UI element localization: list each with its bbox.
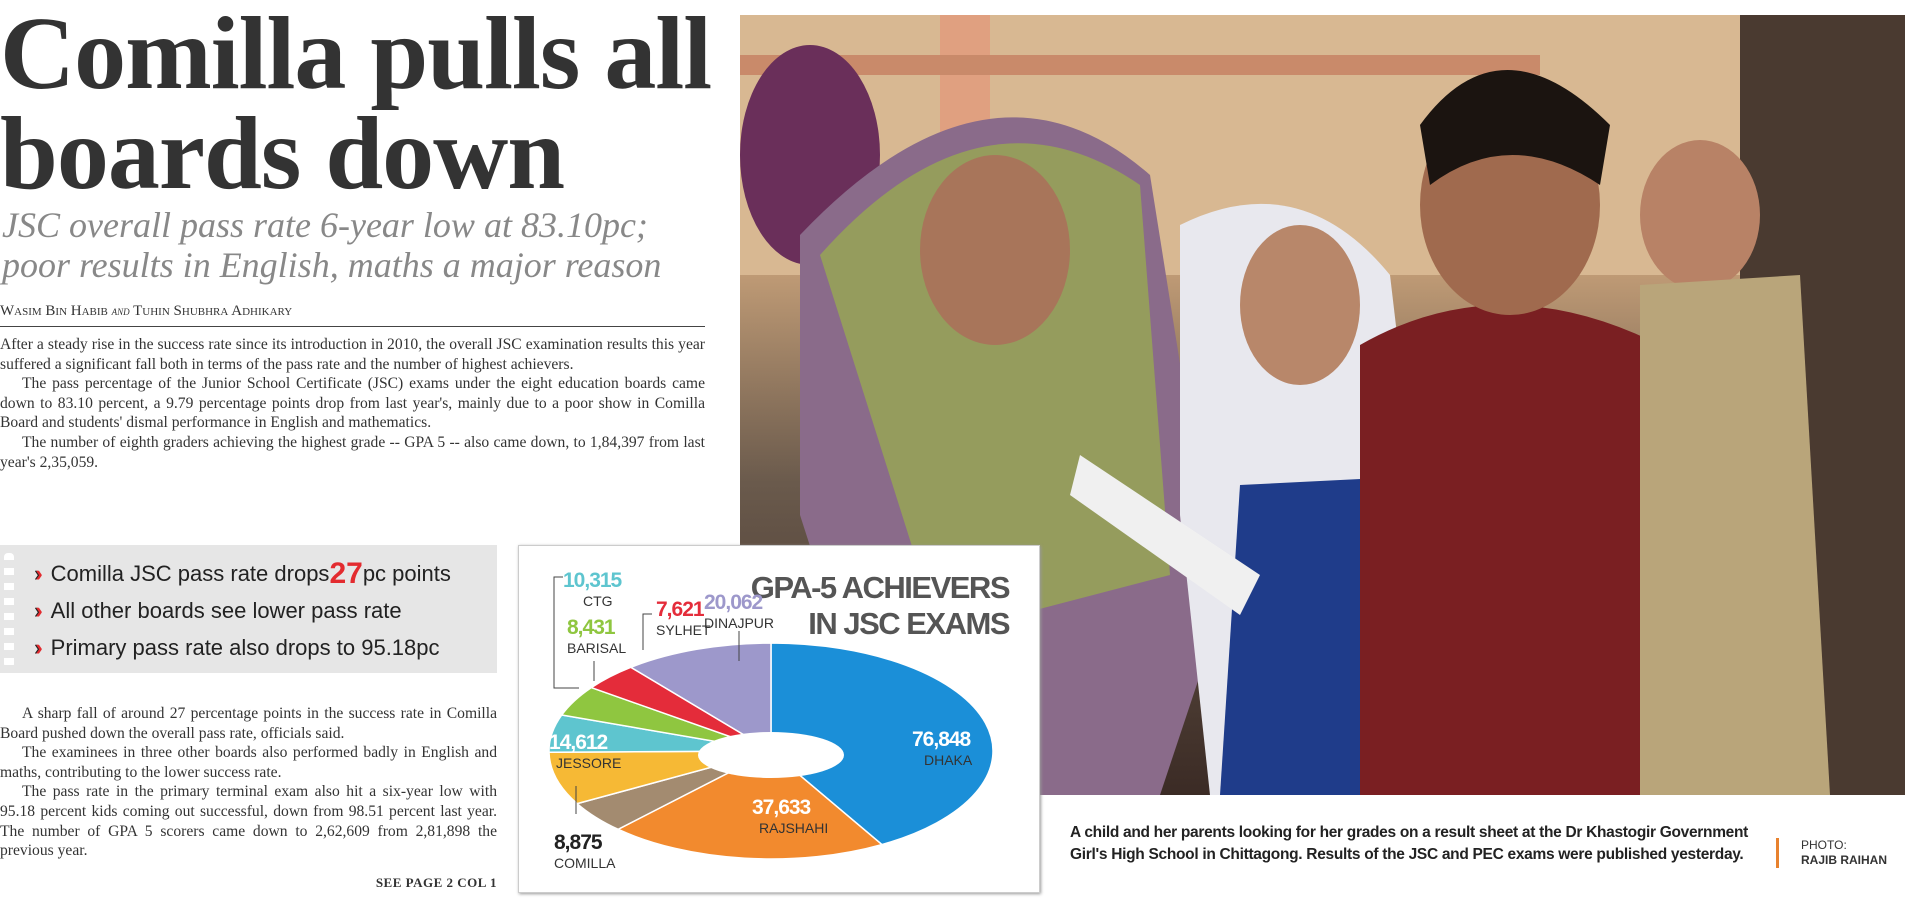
- category-label-ctg: CTG: [583, 593, 613, 609]
- double-chevron-right-icon: ››: [34, 634, 43, 660]
- subheadline: JSC overall pass rate 6-year low at 83.1…: [2, 205, 722, 285]
- paragraph: The pass percentage of the Junior School…: [0, 375, 705, 432]
- notebook-holes-decoration: [4, 553, 14, 668]
- leader-line-sylhet: [642, 613, 652, 650]
- continuation-link[interactable]: SEE PAGE 2 COL 1: [375, 875, 497, 890]
- category-label-sylhet: SYLHET: [656, 622, 711, 638]
- value-label-rajshahi: 37,633: [752, 796, 811, 819]
- highlight-item: ›› Comilla JSC pass rate drops 27 pc poi…: [34, 555, 497, 592]
- category-label-jessore: JESSORE: [556, 755, 621, 771]
- category-label-dinajpur: DINAJPUR: [704, 615, 774, 631]
- paragraph: The examinees in three other boards also…: [0, 744, 497, 781]
- slice-dinajpur: [629, 642, 772, 753]
- highlight-text: All other boards see lower pass rate: [50, 597, 402, 623]
- double-chevron-right-icon: ››: [34, 597, 43, 623]
- headline-line: boards down: [0, 96, 565, 211]
- chart-title: GPA-5 ACHIEVERS: [751, 570, 1010, 605]
- slice-rajshahi: [616, 750, 884, 860]
- subhead-line: poor results in English, maths a major r…: [2, 245, 662, 285]
- value-label-sylhet: 7,621: [656, 598, 705, 621]
- author: Tuhin Shubhra Adhikary: [133, 303, 293, 319]
- slice-dhaka: [770, 642, 994, 846]
- donut-hole: [698, 732, 844, 778]
- leader-line-ctg: [553, 576, 579, 689]
- chart-title: IN JSC EXAMS: [808, 606, 1010, 641]
- value-label-dhaka: 76,848: [912, 728, 972, 751]
- value-label-jessore: 14,612: [549, 731, 608, 754]
- paragraph: A sharp fall of around 27 percentage poi…: [0, 705, 497, 742]
- article-body-top: After a steady rise in the success rate …: [0, 335, 705, 472]
- value-label-comilla: 8,875: [554, 831, 603, 854]
- category-label-dhaka: DHAKA: [924, 752, 973, 768]
- paragraph: After a steady rise in the success rate …: [0, 336, 705, 373]
- highlight-text: pc points: [362, 560, 451, 586]
- highlight-item: ›› Primary pass rate also drops to 95.18…: [34, 629, 497, 666]
- byline: Wasim Bin Habib and Tuhin Shubhra Adhika…: [0, 303, 705, 327]
- author: Wasim Bin Habib: [0, 303, 108, 319]
- value-label-barisal: 8,431: [567, 616, 616, 639]
- headline-line: Comilla pulls all: [0, 0, 712, 111]
- photo-credit: PHOTO: RAJIB RAIHAN: [1776, 838, 1887, 868]
- photo-caption: A child and her parents looking for her …: [1070, 824, 1749, 863]
- byline-and: and: [111, 303, 130, 318]
- category-label-rajshahi: RAJSHAHI: [759, 820, 828, 836]
- article-body-bottom: A sharp fall of around 27 percentage poi…: [0, 704, 497, 861]
- credit-name: RAJIB RAIHAN: [1801, 853, 1888, 867]
- paragraph: The number of eighth graders achieving t…: [0, 433, 705, 471]
- highlights-box: ›› Comilla JSC pass rate drops 27 pc poi…: [0, 545, 497, 673]
- category-label-barisal: BARISAL: [567, 640, 626, 656]
- highlight-number: 27: [329, 556, 363, 590]
- category-label-comilla: COMILLA: [554, 855, 616, 871]
- value-label-dinajpur: 20,062: [704, 591, 763, 614]
- highlight-text: Comilla JSC pass rate drops: [50, 560, 330, 586]
- highlight-text: Primary pass rate also drops to 95.18pc: [50, 634, 440, 660]
- headline: Comilla pulls all boards down: [0, 0, 720, 211]
- value-label-ctg: 10,315: [563, 569, 623, 592]
- chart-svg: GPA-5 ACHIEVERS IN JSC EXAMS 76,848DHAKA…: [548, 569, 1011, 871]
- highlight-item: ›› All other boards see lower pass rate: [34, 592, 497, 629]
- paragraph: The pass rate in the primary terminal ex…: [0, 783, 497, 860]
- gpa5-donut-chart: GPA-5 ACHIEVERS IN JSC EXAMS 76,848 DHAKA…: [518, 545, 1040, 893]
- double-chevron-right-icon: ››: [34, 560, 43, 586]
- subhead-line: JSC overall pass rate 6-year low at 83.1…: [2, 205, 648, 245]
- credit-label: PHOTO:: [1801, 838, 1847, 852]
